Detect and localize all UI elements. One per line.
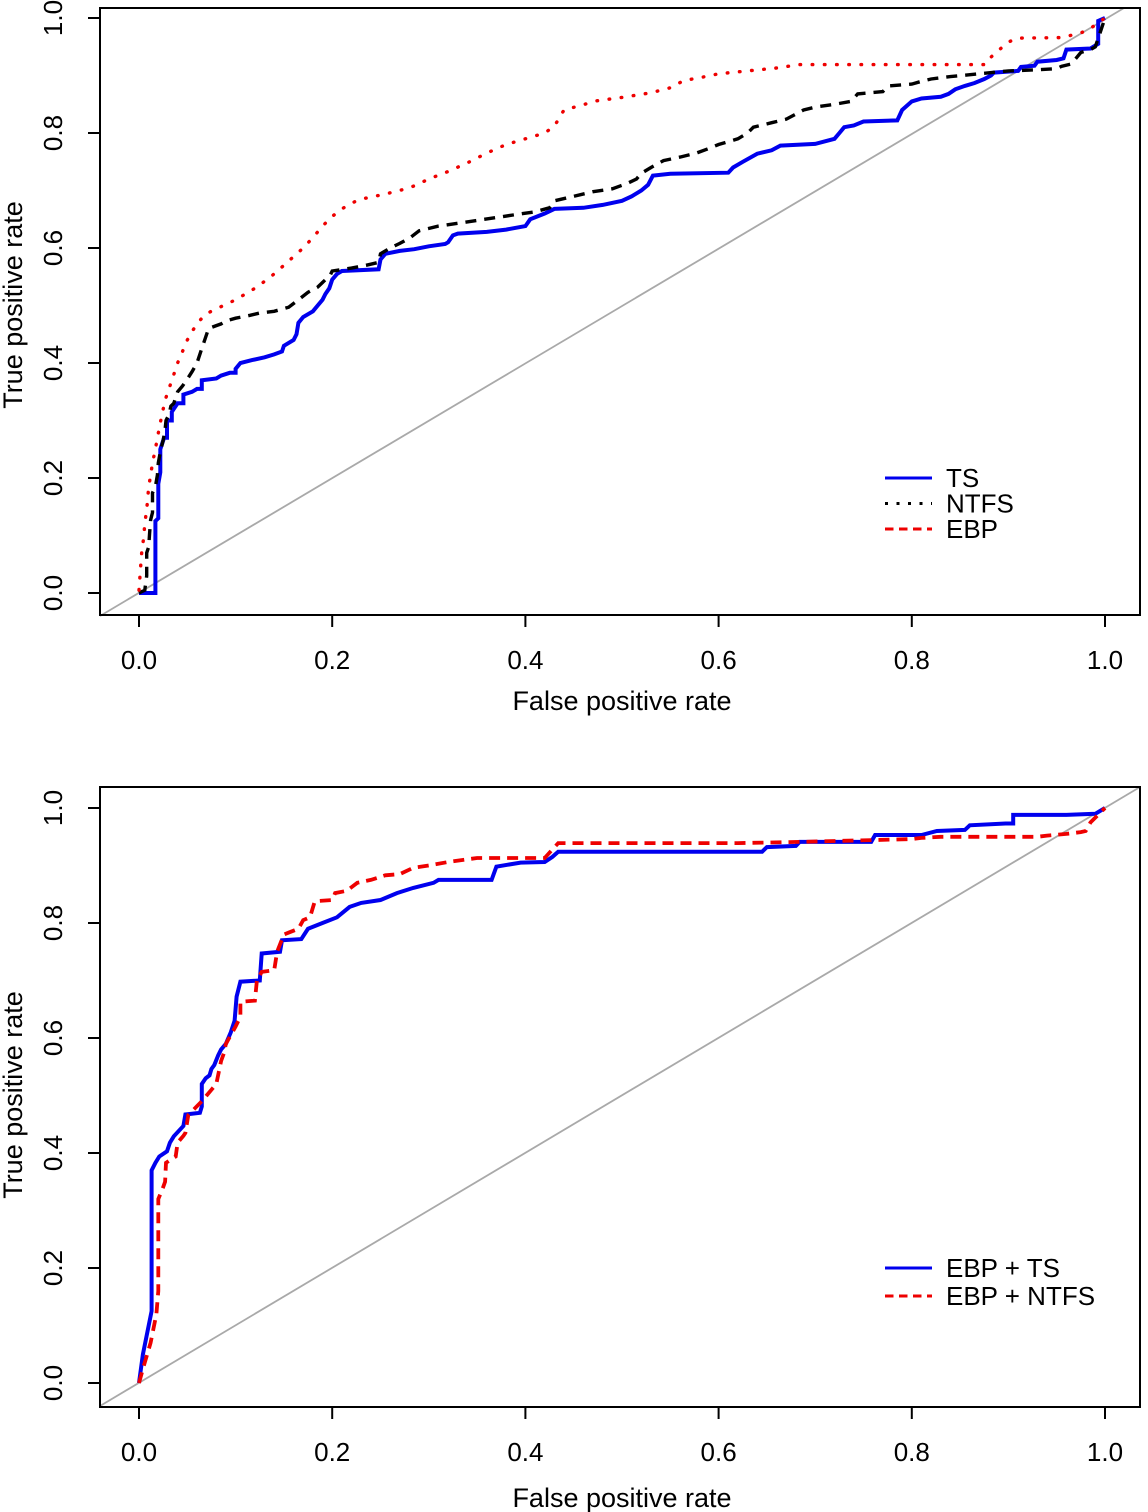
x-tick-label: 0.6 (701, 1437, 737, 1467)
roc-curve-ebp (137, 16, 1107, 592)
y-axis-title: True positive rate (0, 201, 28, 409)
x-tick-label: 0.8 (894, 645, 930, 675)
roc-chart-top: 0.0 0.2 0.4 0.6 0.8 1.0 0.0 0.2 0.4 0.6 0.8 1.0 TSNT… (0, 0, 1141, 716)
x-tick-label: 0.6 (701, 645, 737, 675)
x-tick-label: 1.0 (1087, 1437, 1123, 1467)
roc-curve-ts (139, 16, 1106, 595)
chance-diagonal-line (99, 7, 1125, 617)
y-tick-label: 0.4 (38, 1135, 68, 1171)
y-tick-label: 1.0 (38, 0, 68, 36)
plot-box (99, 786, 1141, 1408)
x-tick-label: 1.0 (1087, 645, 1123, 675)
legend-label: EBP (946, 514, 998, 544)
x-tick-label: 0.4 (507, 645, 543, 675)
y-tick-label: 0.8 (38, 905, 68, 941)
y-tick-label: 0.6 (38, 1020, 68, 1056)
x-tick-label: 0.2 (314, 645, 350, 675)
y-tick-label: 0.0 (38, 1365, 68, 1401)
x-tick-label: 0.4 (507, 1437, 543, 1467)
x-tick-label: 0.2 (314, 1437, 350, 1467)
chance-diagonal-line (99, 786, 1141, 1407)
legend-label: EBP + NTFS (946, 1281, 1095, 1311)
y-tick-label: 0.2 (38, 1250, 68, 1286)
x-tick-label: 0.0 (121, 645, 157, 675)
y-axis-title: True positive rate (0, 991, 28, 1199)
roc-curve-ebp-ntfs (137, 806, 1107, 1384)
legend-label: NTFS (946, 489, 1014, 519)
x-axis-title: False positive rate (512, 686, 731, 716)
y-tick-label: 0.2 (38, 460, 68, 496)
y-tick-label: 0.8 (38, 115, 68, 151)
y-tick-label: 0.6 (38, 230, 68, 266)
roc-chart-bottom: 0.0 0.2 0.4 0.6 0.8 1.0 0.0 0.2 0.4 0.6 0.8 1.0 EBP … (0, 786, 1141, 1512)
y-tick-label: 0.0 (38, 575, 68, 611)
legend-label: EBP + TS (946, 1253, 1060, 1283)
y-tick-label: 0.4 (38, 345, 68, 381)
x-tick-label: 0.8 (894, 1437, 930, 1467)
x-axis-title: False positive rate (512, 1483, 731, 1512)
y-tick-label: 1.0 (38, 790, 68, 826)
roc-curve-ntfs (138, 17, 1107, 595)
legend-label: TS (946, 463, 979, 493)
plot-box (99, 7, 1141, 616)
x-tick-label: 0.0 (121, 1437, 157, 1467)
roc-curve-ebp-ts (137, 806, 1107, 1384)
